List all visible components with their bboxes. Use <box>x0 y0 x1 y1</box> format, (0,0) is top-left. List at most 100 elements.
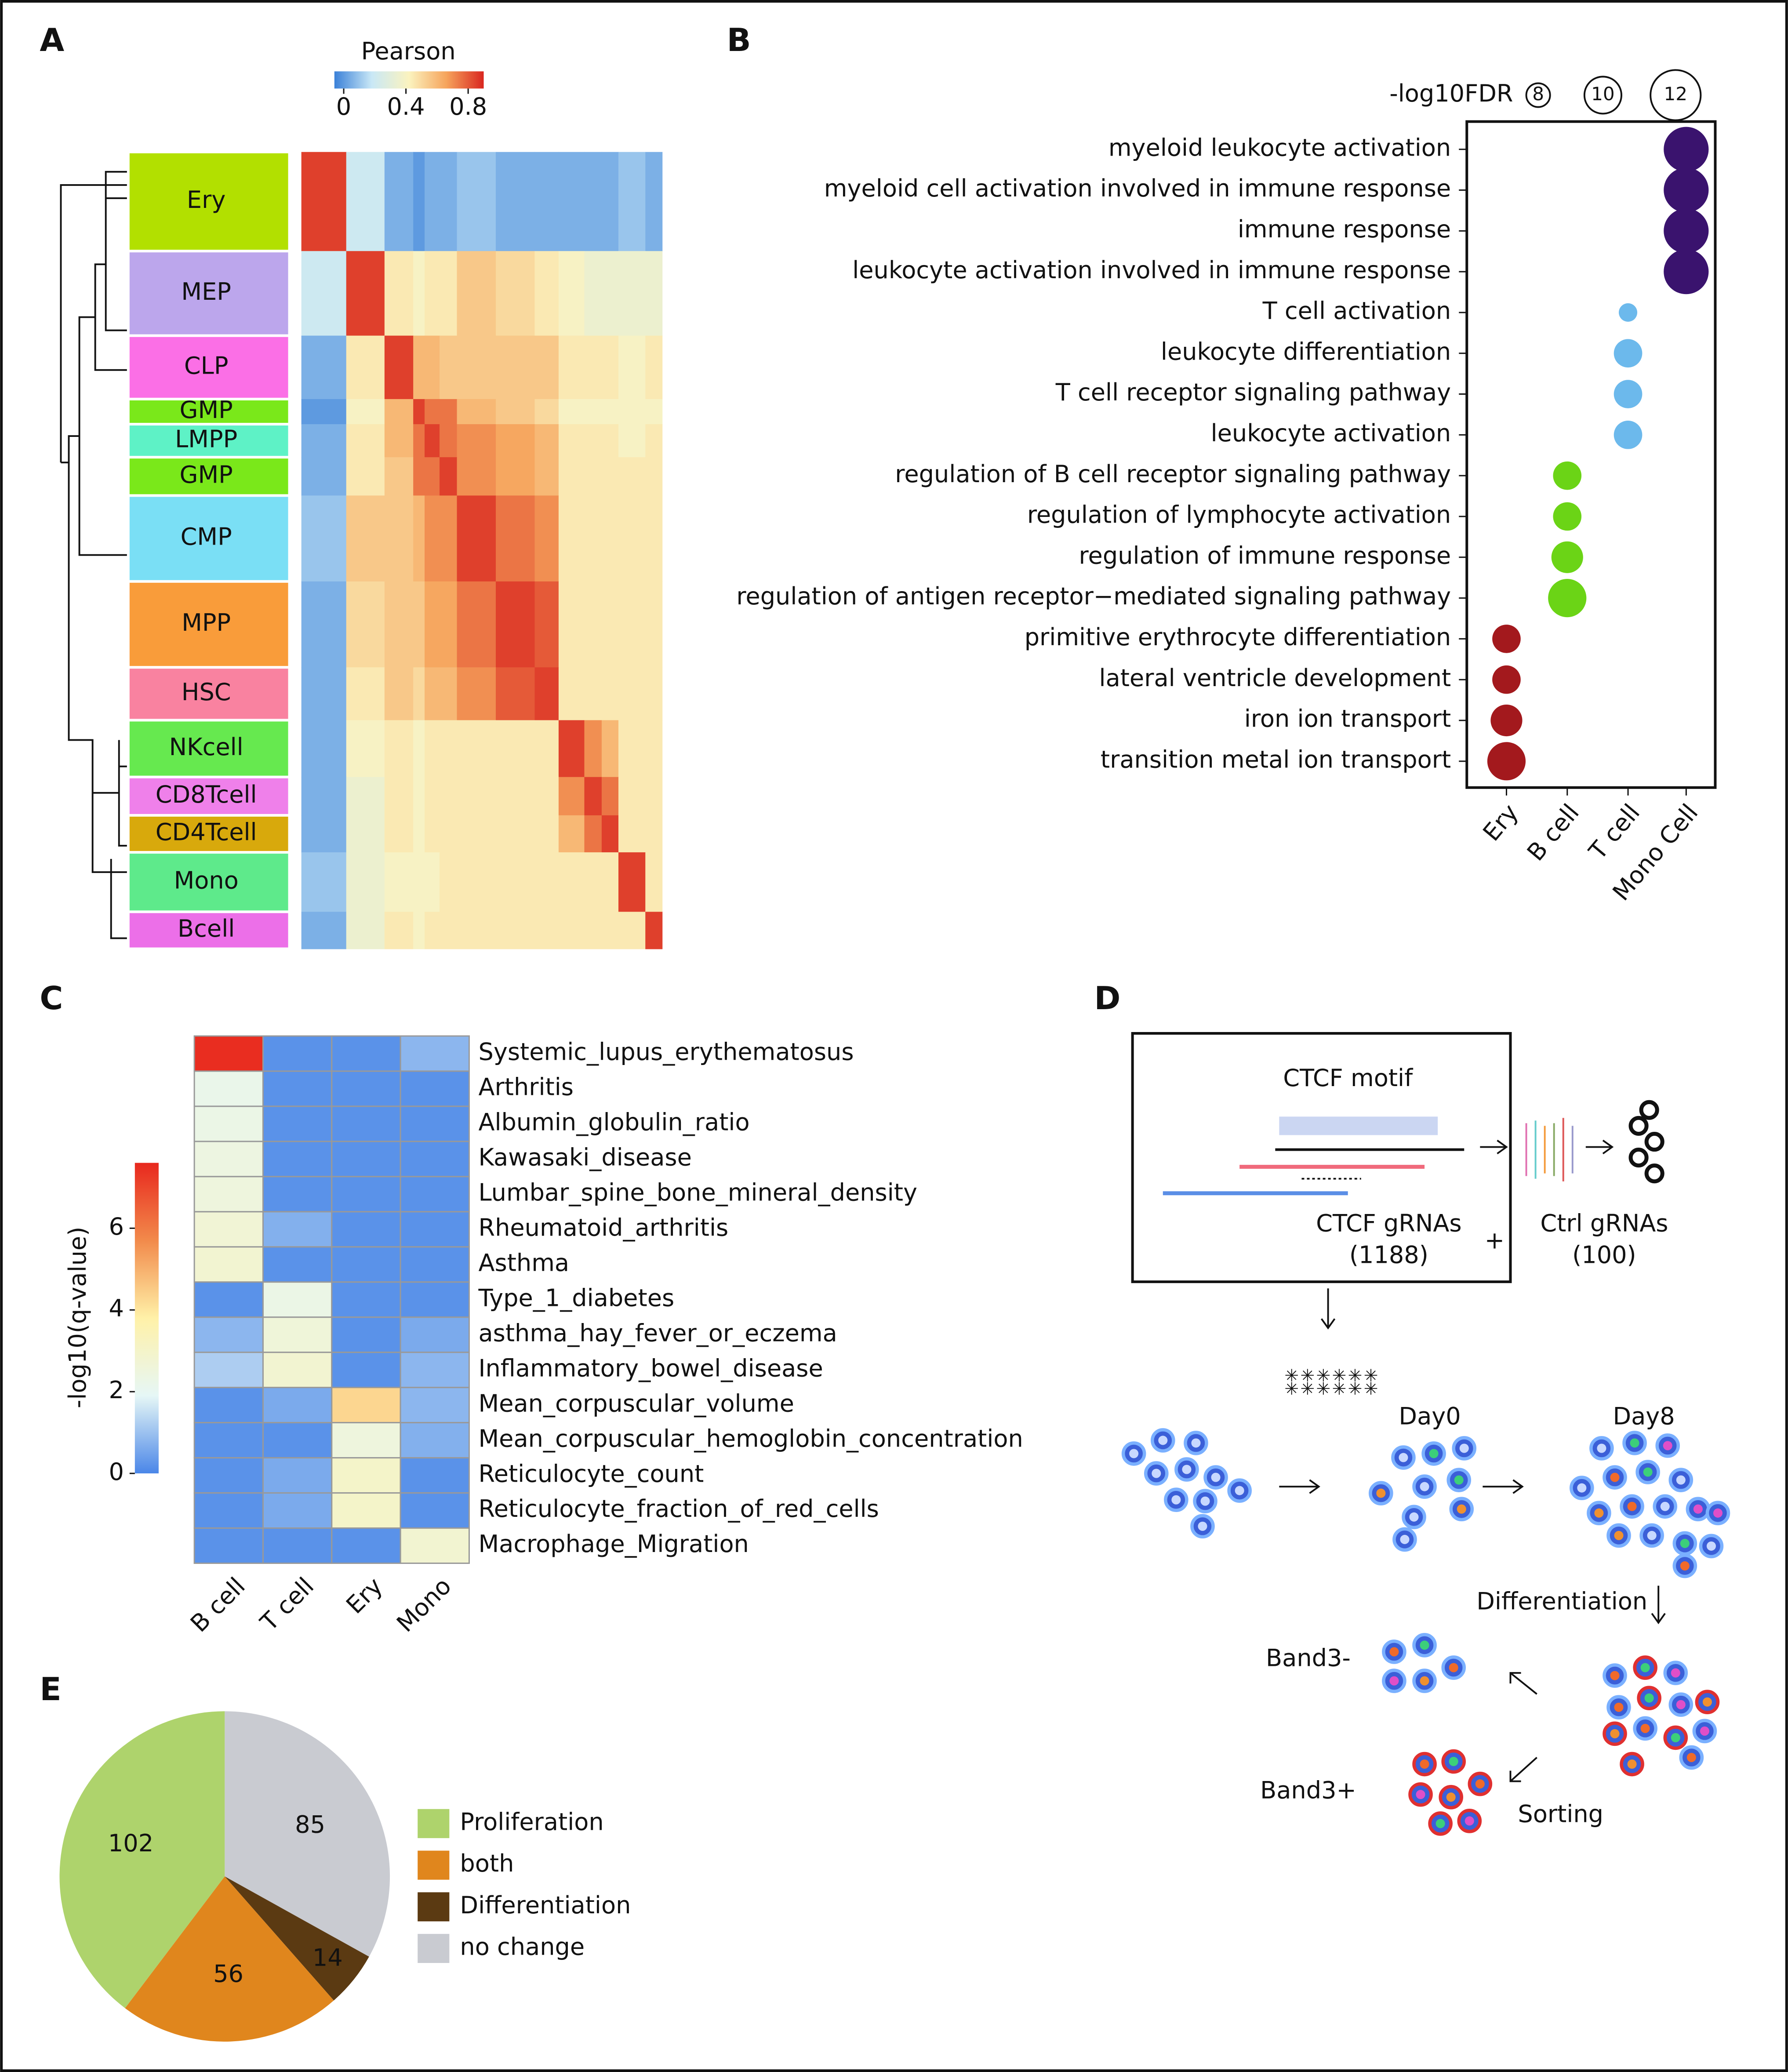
heat-cell <box>262 1457 333 1494</box>
heat-cell <box>440 335 458 400</box>
row-label-box <box>129 721 288 776</box>
heat-cell <box>301 152 347 252</box>
term-label: lateral ventricle development <box>1099 664 1451 692</box>
heat-cell <box>558 457 585 496</box>
term-label: leukocyte activation involved in immune … <box>852 256 1451 284</box>
row-label-box <box>129 913 288 948</box>
cell-core <box>1680 1538 1690 1548</box>
heat-cell <box>601 777 619 816</box>
heat-cell <box>645 777 663 816</box>
row-label: Kawasaki_disease <box>478 1144 691 1171</box>
colorbar-tick-label: 0.4 <box>387 93 425 120</box>
heat-cell <box>384 424 414 458</box>
row-label-box <box>129 669 288 719</box>
heat-cell <box>457 852 496 912</box>
heat-cell <box>262 1281 333 1318</box>
cell-core <box>1420 1759 1429 1769</box>
heat-cell <box>413 457 425 496</box>
legend-swatch <box>418 1850 450 1880</box>
cell-core <box>1680 1561 1690 1571</box>
heat-cell <box>601 457 619 496</box>
cell-core <box>1158 1436 1168 1445</box>
sgRNA-star: ✳ <box>1316 1379 1331 1399</box>
cell-core <box>1660 1501 1670 1511</box>
row-label: CD4Tcell <box>156 818 257 846</box>
heat-cell <box>346 457 385 496</box>
heat-cell <box>425 399 440 425</box>
heat-cell <box>584 152 602 252</box>
sgRNA-star: ✳ <box>1300 1379 1315 1399</box>
slice-label: 85 <box>295 1810 325 1838</box>
cell-core <box>1627 1759 1637 1769</box>
cell-core <box>1676 1475 1686 1485</box>
heat-cell <box>584 457 602 496</box>
heat-cell <box>384 399 414 425</box>
heat-cell <box>645 852 663 912</box>
size-legend-circle <box>1525 82 1551 108</box>
heat-cell <box>425 424 440 458</box>
legend-label: no change <box>460 1933 585 1961</box>
term-label: regulation of lymphocyte activation <box>1027 501 1451 529</box>
heat-cell <box>301 720 347 778</box>
cell-core <box>1671 1733 1680 1742</box>
dot <box>1492 625 1521 653</box>
heat-cell <box>495 152 535 252</box>
heat-cell <box>384 581 414 668</box>
heat-cell <box>440 720 458 778</box>
term-label: transition metal ion transport <box>1101 745 1451 773</box>
heat-cell <box>301 852 347 912</box>
cell-core <box>1420 1482 1429 1491</box>
heat-cell <box>301 667 347 721</box>
heat-cell <box>495 720 535 778</box>
heat-cell <box>558 667 585 721</box>
cell-core <box>1420 1676 1429 1686</box>
heat-cell <box>645 815 663 853</box>
slice-label: 14 <box>313 1944 343 1971</box>
cell-core <box>1429 1449 1439 1458</box>
dendrogram <box>60 171 127 939</box>
cell-core <box>1610 1472 1620 1482</box>
heat-cell <box>601 667 619 721</box>
heat-cell <box>331 1246 401 1283</box>
heat-cell <box>558 852 585 912</box>
heat-cell <box>400 1105 470 1142</box>
heat-cell <box>601 424 619 458</box>
heat-cell <box>495 667 535 721</box>
panel-label: D <box>1094 980 1120 1017</box>
row-label: Mean_corpuscular_hemoglobin_concentratio… <box>478 1425 1023 1452</box>
cell-core <box>1713 1508 1723 1518</box>
heat-cell <box>601 912 619 949</box>
heat-cell <box>400 1527 470 1564</box>
heat-cell <box>346 777 385 816</box>
row-label: Reticulocyte_count <box>478 1460 704 1487</box>
heat-cell <box>331 1105 401 1142</box>
heat-cell <box>534 720 559 778</box>
heat-cell <box>584 424 602 458</box>
heat-cell <box>413 852 425 912</box>
dot <box>1553 461 1582 490</box>
colorbar-title: Pearson <box>361 37 456 65</box>
term-label: leukocyte activation <box>1211 419 1451 447</box>
panel-label: C <box>40 980 63 1017</box>
heat-cell <box>262 1387 333 1424</box>
heat-cell <box>558 251 585 336</box>
heat-cell <box>457 581 496 668</box>
sgRNA-star: ✳ <box>1316 1366 1331 1386</box>
heat-cell <box>425 852 440 912</box>
term-label: leukocyte differentiation <box>1161 338 1451 365</box>
row-label: NKcell <box>169 733 243 761</box>
heat-cell <box>645 152 663 252</box>
row-label: Mono <box>174 866 239 894</box>
row-label: Lumbar_spine_bone_mineral_density <box>478 1179 917 1207</box>
heat-cell <box>384 335 414 400</box>
heat-cell <box>558 815 585 853</box>
sgRNA-star: ✳ <box>1284 1379 1299 1399</box>
heat-cell <box>618 251 646 336</box>
cell-core <box>1420 1640 1429 1650</box>
heat-cell <box>440 424 458 458</box>
heat-cell <box>584 495 602 582</box>
dot <box>1664 127 1709 172</box>
heat-cell <box>425 251 440 336</box>
row-label: GMP <box>180 396 233 424</box>
heat-cell <box>425 777 440 816</box>
